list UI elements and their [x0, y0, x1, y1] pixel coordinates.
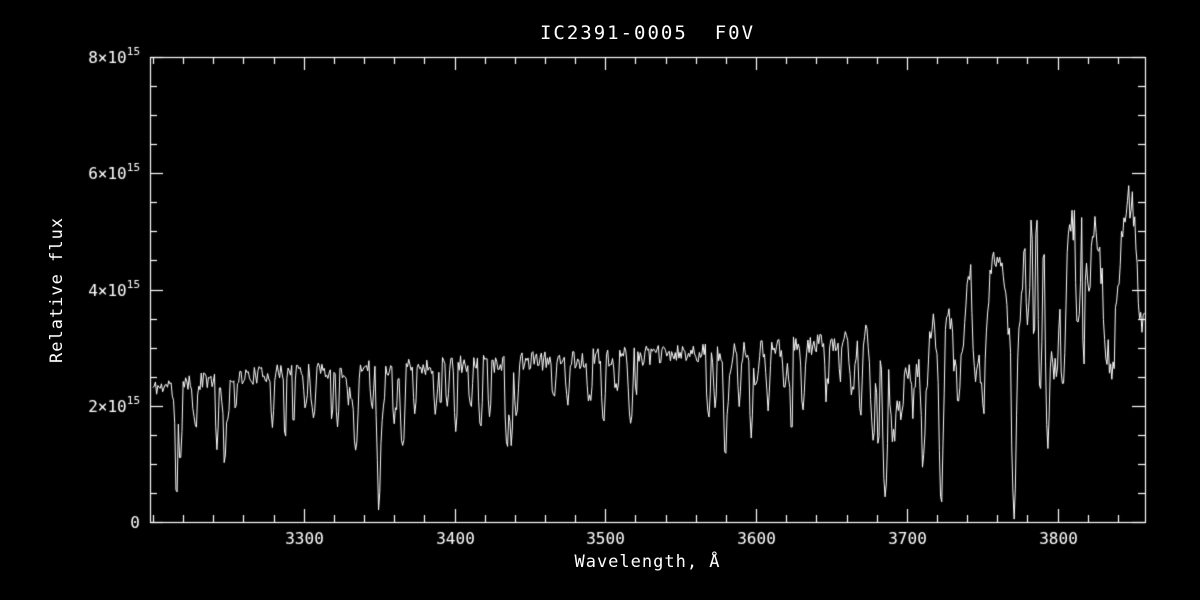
y-axis-label: Relative flux: [47, 216, 67, 364]
x-axis-label: Wavelength, Å: [574, 552, 721, 572]
chart-title: IC2391-0005 F0V: [539, 22, 756, 44]
